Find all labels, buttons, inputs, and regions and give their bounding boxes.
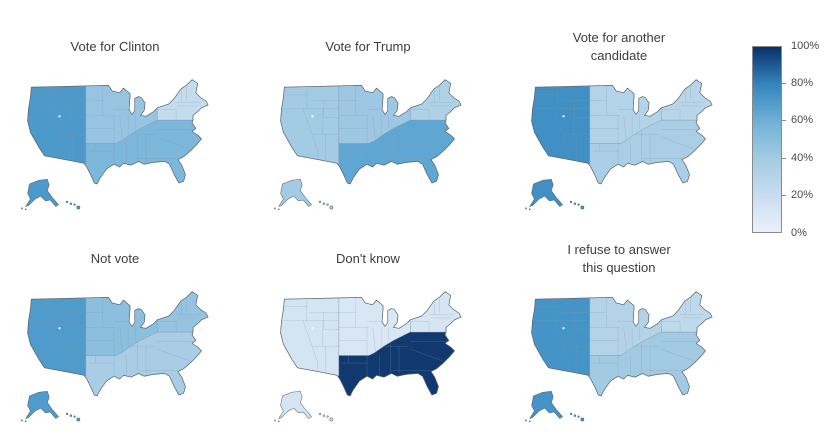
map-title: Vote for Trump [325, 39, 411, 55]
map-cell-refuse-to-answer: I refuse to answer this question [509, 236, 729, 427]
us-choropleth-map-vote-for-another-candidate [520, 74, 718, 215]
colorbar-label-80: 80% [791, 77, 814, 89]
us-choropleth-map-vote-for-clinton [16, 74, 214, 215]
colorbar-label-40: 40% [791, 152, 814, 164]
map-title: Not vote [90, 251, 140, 267]
us-choropleth-map-not-vote [16, 286, 214, 427]
colorbar-tick [782, 158, 786, 159]
map-cell-not-vote: Not vote [5, 236, 225, 427]
colorbar-label-20: 20% [791, 189, 814, 201]
map-title: Don't know [336, 251, 400, 267]
colorbar-tick [782, 83, 786, 84]
colorbar-gradient [752, 46, 782, 233]
colorbar-label-0: 0% [791, 227, 807, 239]
map-cell-vote-for-clinton: Vote for Clinton [5, 24, 225, 215]
colorbar-label-100: 100% [791, 40, 820, 52]
map-title: Vote for Clinton [70, 39, 160, 55]
map-cell-vote-for-trump: Vote for Trump [258, 24, 478, 215]
us-choropleth-map-dont-know [269, 286, 467, 427]
us-choropleth-map-refuse-to-answer [520, 286, 718, 427]
colorbar-tick [782, 195, 786, 196]
map-cell-dont-know: Don't know [258, 236, 478, 427]
map-cell-vote-for-another-candidate: Vote for another candidate [509, 24, 729, 215]
map-title: Vote for another candidate [572, 30, 666, 63]
us-choropleth-map-vote-for-trump [269, 74, 467, 215]
map-title: I refuse to answer this question [567, 242, 671, 275]
colorbar-label-60: 60% [791, 114, 814, 126]
colorbar-tick [782, 120, 786, 121]
